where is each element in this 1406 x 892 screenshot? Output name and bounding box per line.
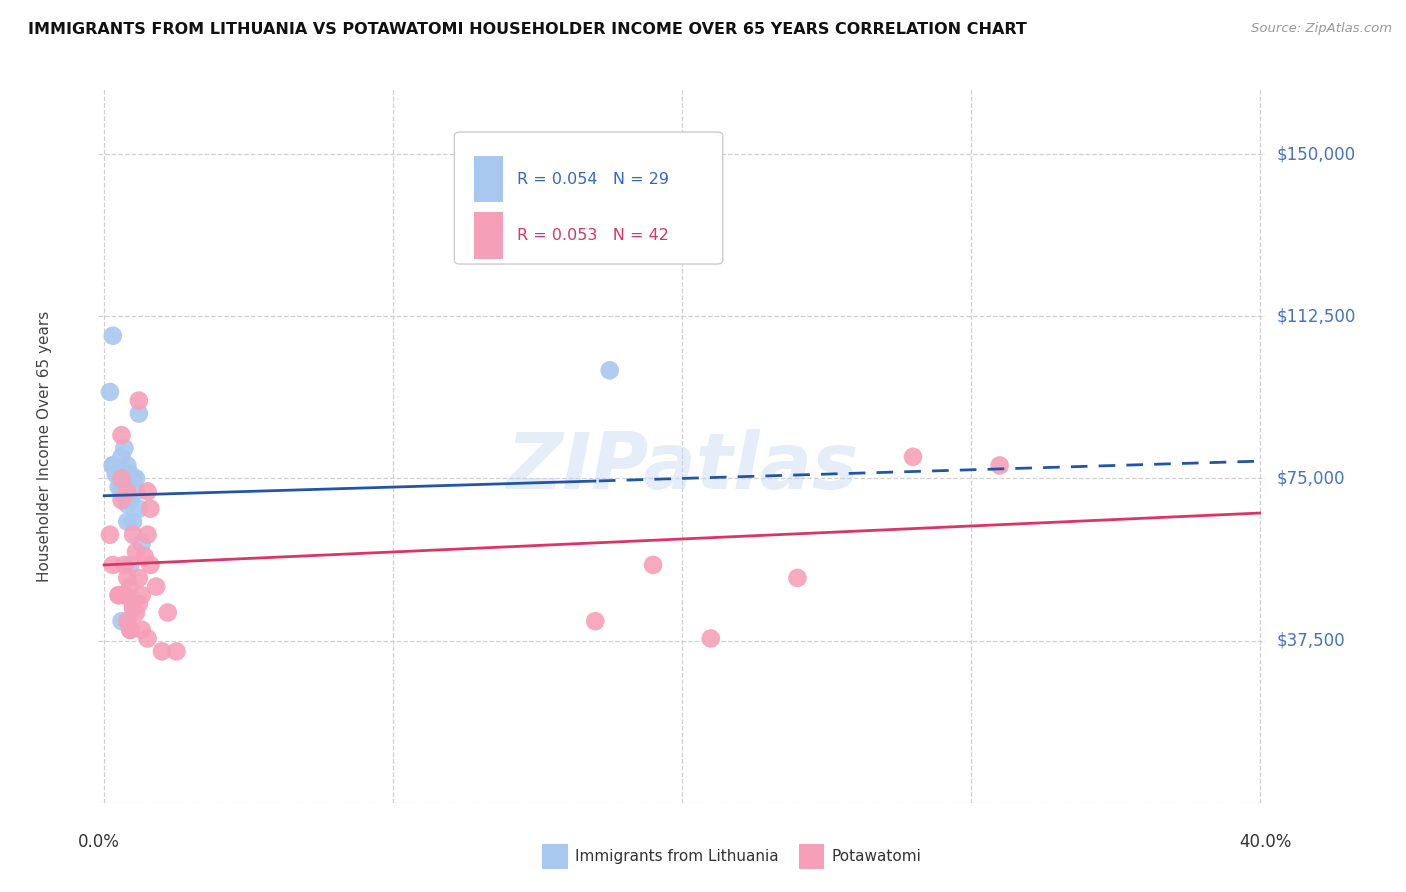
Point [988, 458, 1011, 473]
Text: ZIPatlas: ZIPatlas [506, 429, 858, 506]
Point [786, 571, 808, 585]
Point [120, 623, 142, 637]
Point [107, 463, 129, 477]
Point [117, 614, 139, 628]
Text: $150,000: $150,000 [1277, 145, 1355, 163]
Text: $75,000: $75,000 [1277, 469, 1346, 487]
Point [128, 407, 150, 421]
Point [128, 501, 150, 516]
Point [122, 527, 145, 541]
Point [117, 571, 139, 585]
Point [112, 441, 135, 455]
Point [599, 363, 621, 377]
Point [122, 515, 145, 529]
Point [134, 549, 156, 564]
Point [165, 644, 187, 658]
Point [117, 458, 139, 473]
Text: R = 0.053   N = 42: R = 0.053 N = 42 [517, 228, 669, 243]
Point [110, 450, 132, 464]
Bar [474, 156, 503, 202]
Point [101, 458, 124, 473]
Point [117, 515, 139, 529]
Point [107, 588, 129, 602]
Text: 40.0%: 40.0% [1239, 833, 1292, 851]
Point [117, 484, 139, 499]
Point [139, 558, 162, 572]
Point [131, 623, 153, 637]
Point [120, 493, 142, 508]
Point [117, 497, 139, 511]
Point [139, 501, 162, 516]
Text: Source: ZipAtlas.com: Source: ZipAtlas.com [1251, 22, 1392, 36]
Point [112, 588, 135, 602]
Point [112, 489, 135, 503]
Text: 0.0%: 0.0% [77, 833, 120, 851]
Point [98, 384, 121, 399]
Point [150, 644, 173, 658]
Point [125, 545, 148, 559]
Point [112, 588, 135, 602]
Text: Potawatomi: Potawatomi [831, 849, 921, 863]
Point [122, 597, 145, 611]
Point [110, 471, 132, 485]
Point [120, 558, 142, 572]
Point [145, 580, 167, 594]
Point [125, 484, 148, 499]
Point [98, 527, 121, 541]
Point [110, 493, 132, 508]
Text: R = 0.054   N = 29: R = 0.054 N = 29 [517, 172, 669, 186]
Text: Immigrants from Lithuania: Immigrants from Lithuania [575, 849, 778, 863]
Point [128, 597, 150, 611]
Bar [474, 212, 503, 259]
Text: $112,500: $112,500 [1277, 307, 1355, 326]
Point [136, 484, 159, 499]
Point [112, 480, 135, 494]
Point [583, 614, 606, 628]
Point [112, 558, 135, 572]
Point [131, 536, 153, 550]
Point [110, 475, 132, 490]
Y-axis label: Householder Income Over 65 years: Householder Income Over 65 years [37, 310, 52, 582]
Point [120, 623, 142, 637]
Bar [541, 844, 568, 869]
Point [136, 632, 159, 646]
Point [156, 606, 179, 620]
Point [700, 632, 723, 646]
Point [122, 601, 145, 615]
Text: $37,500: $37,500 [1277, 632, 1346, 649]
Point [110, 614, 132, 628]
Point [136, 527, 159, 541]
Point [107, 480, 129, 494]
Point [120, 467, 142, 482]
Point [125, 606, 148, 620]
Point [104, 467, 127, 482]
Point [110, 428, 132, 442]
Point [101, 558, 124, 572]
FancyBboxPatch shape [454, 132, 723, 264]
Point [101, 458, 124, 473]
Point [131, 588, 153, 602]
Point [122, 601, 145, 615]
Point [122, 471, 145, 485]
Bar [799, 844, 824, 869]
Point [128, 393, 150, 408]
Point [125, 471, 148, 485]
Point [641, 558, 664, 572]
Text: IMMIGRANTS FROM LITHUANIA VS POTAWATOMI HOUSEHOLDER INCOME OVER 65 YEARS CORRELA: IMMIGRANTS FROM LITHUANIA VS POTAWATOMI … [28, 22, 1026, 37]
Point [901, 450, 924, 464]
Point [128, 571, 150, 585]
Point [107, 588, 129, 602]
Point [120, 580, 142, 594]
Point [101, 328, 124, 343]
Point [110, 484, 132, 499]
